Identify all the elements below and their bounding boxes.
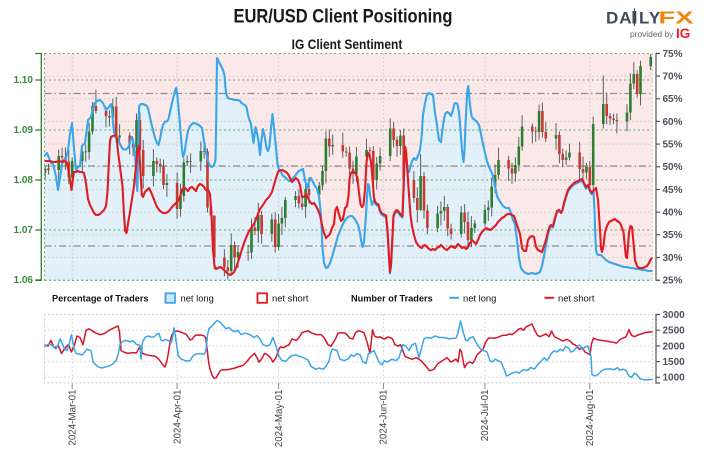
svg-text:LY: LY <box>639 9 661 28</box>
svg-text:1.06: 1.06 <box>14 275 34 286</box>
svg-text:55%: 55% <box>663 140 683 151</box>
svg-text:IG: IG <box>676 26 690 41</box>
svg-text:2024-Mar-01: 2024-Mar-01 <box>67 390 78 446</box>
svg-text:1.09: 1.09 <box>14 125 34 136</box>
svg-text:70%: 70% <box>663 72 683 83</box>
svg-text:net short: net short <box>558 292 595 303</box>
svg-text:1.08: 1.08 <box>14 175 34 186</box>
svg-text:1000: 1000 <box>663 373 686 384</box>
svg-text:30%: 30% <box>663 253 683 264</box>
svg-text:provided by: provided by <box>630 29 674 39</box>
svg-text:2024-May-01: 2024-May-01 <box>274 390 285 448</box>
svg-text:25%: 25% <box>663 276 683 287</box>
svg-text:60%: 60% <box>663 117 683 128</box>
svg-text:2024-Apr-01: 2024-Apr-01 <box>172 390 183 444</box>
svg-text:45%: 45% <box>663 185 683 196</box>
svg-text:75%: 75% <box>663 49 683 60</box>
svg-text:2500: 2500 <box>663 326 686 337</box>
svg-text:2024-Jun-01: 2024-Jun-01 <box>379 390 390 445</box>
svg-text:1.07: 1.07 <box>14 225 34 236</box>
svg-text:1500: 1500 <box>663 357 686 368</box>
svg-text:net long: net long <box>463 292 496 303</box>
svg-text:Percentage of Traders: Percentage of Traders <box>52 293 149 303</box>
svg-text:Number of Traders: Number of Traders <box>351 293 433 303</box>
svg-text:DA: DA <box>606 9 633 28</box>
svg-text:3000: 3000 <box>663 310 686 321</box>
svg-text:2000: 2000 <box>663 341 686 352</box>
svg-text:net short: net short <box>272 292 309 303</box>
svg-text:35%: 35% <box>663 230 683 241</box>
svg-text:1.10: 1.10 <box>14 75 34 86</box>
svg-text:2024-Jul-01: 2024-Jul-01 <box>480 390 491 442</box>
svg-text:50%: 50% <box>663 162 683 173</box>
svg-text:65%: 65% <box>663 94 683 105</box>
svg-text:FX: FX <box>659 8 694 28</box>
svg-text:2024-Aug-01: 2024-Aug-01 <box>585 390 596 447</box>
svg-text:40%: 40% <box>663 208 683 219</box>
svg-text:net long: net long <box>181 292 214 303</box>
